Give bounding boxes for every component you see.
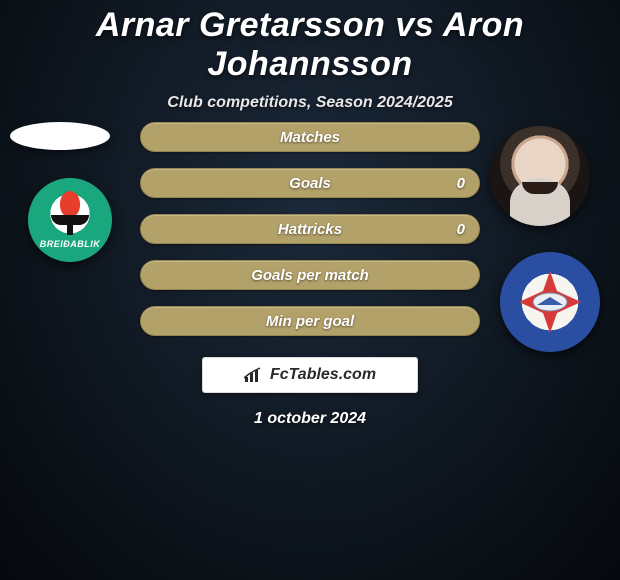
stat-row-mpg: Min per goal xyxy=(140,306,480,336)
stat-label: Goals xyxy=(141,169,479,197)
player1-avatar xyxy=(10,122,110,150)
stat-row-matches: Matches xyxy=(140,122,480,152)
stats-bars: Matches Goals 0 Hattricks 0 Goals per ma… xyxy=(140,122,480,352)
flame-icon xyxy=(60,191,80,217)
club1-label: BREIÐABLIK xyxy=(40,239,101,249)
stat-row-goals: Goals 0 xyxy=(140,168,480,198)
stat-row-gpm: Goals per match xyxy=(140,260,480,290)
stat-right-value: 0 xyxy=(457,215,465,243)
brand-text: FcTables.com xyxy=(270,366,376,384)
player1-club-badge: BREIÐABLIK xyxy=(28,178,112,262)
page-subtitle: Club competitions, Season 2024/2025 xyxy=(0,94,620,112)
brand-badge[interactable]: FcTables.com xyxy=(202,357,418,393)
club2-emblem-icon xyxy=(515,267,585,337)
page-title: Arnar Gretarsson vs Aron Johannsson xyxy=(0,0,620,84)
torch-stem-icon xyxy=(67,223,73,235)
bar-chart-icon xyxy=(244,367,264,383)
stat-row-hattricks: Hattricks 0 xyxy=(140,214,480,244)
stat-right-value: 0 xyxy=(457,169,465,197)
stat-label: Goals per match xyxy=(141,261,479,289)
stat-label: Min per goal xyxy=(141,307,479,335)
stat-label: Hattricks xyxy=(141,215,479,243)
player2-club-badge xyxy=(500,252,600,352)
stat-label: Matches xyxy=(141,123,479,151)
player2-avatar xyxy=(490,126,590,226)
comparison-card: Arnar Gretarsson vs Aron Johannsson Club… xyxy=(0,0,620,580)
date-label: 1 october 2024 xyxy=(0,410,620,428)
